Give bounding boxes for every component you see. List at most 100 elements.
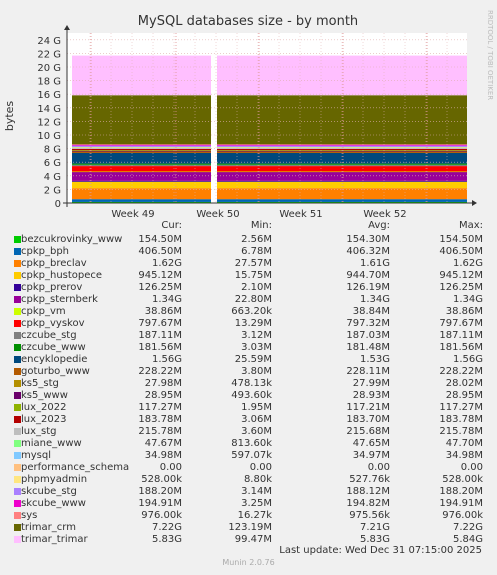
legend-value-max: 945.12M: [439, 270, 483, 281]
legend-value-min: 1.95M: [241, 402, 272, 413]
legend-value-max: 228.22M: [439, 366, 483, 377]
legend-value-cur: 528.00k: [141, 474, 182, 485]
legend-value-max: 7.22G: [452, 522, 483, 533]
legend-value-min: 3.80M: [241, 366, 272, 377]
area-cpkp-sternberk: [72, 171, 467, 181]
legend-value-min: 16.27k: [237, 510, 272, 521]
area-cpkp-vyskov: [72, 166, 467, 172]
legend-value-min: 6.78M: [241, 246, 272, 257]
legend-value-avg: 126.19M: [346, 282, 390, 293]
legend-value-avg: 1.61G: [359, 258, 390, 269]
legend-series-name: cpkp_vyskov: [21, 318, 85, 329]
legend-series-name: miane_www: [21, 438, 82, 449]
legend-value-cur: 34.98M: [144, 450, 182, 461]
legend-value-avg: 183.70M: [346, 414, 390, 425]
legend-series-name: sys: [21, 510, 38, 521]
legend-value-avg: 1.34G: [359, 294, 390, 305]
legend-series-name: lux_2022: [21, 402, 67, 413]
legend-value-cur: 0.00: [159, 462, 182, 473]
legend-swatch: [14, 332, 21, 339]
legend-value-avg: 1.53G: [359, 354, 390, 365]
legend-value-avg: 34.97M: [352, 450, 390, 461]
area-trimar-trimar: [72, 55, 467, 96]
legend-series-name: bezcukrovinky_www: [21, 234, 123, 245]
rrdtool-watermark: RRDTOOL / TOBI OETIKER: [486, 10, 494, 100]
legend-value-min: 8.80k: [243, 474, 272, 485]
legend-value-max: 183.78M: [439, 414, 483, 425]
chart-title: MySQL databases size - by month: [138, 14, 358, 29]
legend-swatch: [14, 260, 21, 267]
legend-swatch: [14, 296, 21, 303]
legend-value-min: 27.57M: [234, 258, 272, 269]
legend-value-min: 663.20k: [231, 306, 272, 317]
legend-value-cur: 181.56M: [138, 342, 182, 353]
legend-value-min: 3.60M: [241, 426, 272, 437]
legend-value-max: 194.91M: [439, 498, 483, 509]
y-tick-label: 4 G: [44, 172, 61, 183]
legend-swatch: [14, 416, 21, 423]
legend-value-min: 3.12M: [241, 330, 272, 341]
legend-value-cur: 117.27M: [138, 402, 182, 413]
y-axis-arrow: [64, 25, 70, 30]
legend-value-avg: 38.84M: [352, 306, 390, 317]
x-axis-arrow: [472, 200, 477, 206]
legend-swatch: [14, 524, 21, 531]
legend-row: lux_stg 215.78M 3.60M 215.68M 215.78M: [0, 426, 497, 438]
y-tick-label: 8 G: [44, 145, 61, 156]
area-bezcukrovinky-www: [72, 201, 467, 203]
legend-value-cur: 154.50M: [138, 234, 182, 245]
legend-row: phpmyadmin 528.00k 8.80k 527.76k 528.00k: [0, 474, 497, 486]
legend-series-name: encyklopedie: [21, 354, 88, 365]
area-czcube-www: [72, 163, 467, 165]
legend-row: cpkp_sternberk 1.34G 22.80M 1.34G 1.34G: [0, 294, 497, 306]
legend-value-max: 126.25M: [439, 282, 483, 293]
legend-swatch: [14, 452, 21, 459]
legend-series-name: cpkp_prerov: [21, 282, 83, 293]
legend-row: cpkp_prerov 126.25M 2.10M 126.19M 126.25M: [0, 282, 497, 294]
legend-value-cur: 27.98M: [144, 378, 182, 389]
y-tick-label: 24 G: [37, 36, 61, 47]
legend-value-avg: 7.21G: [359, 522, 390, 533]
legend-series-name: cpkp_vm: [21, 306, 66, 317]
legend-row: czcube_stg 187.11M 3.12M 187.03M 187.11M: [0, 330, 497, 342]
legend-value-max: 0.00: [460, 462, 483, 473]
area-cpkp-vm: [72, 171, 467, 173]
area-lux-stg: [72, 147, 467, 149]
y-tick-label: 6 G: [44, 158, 61, 169]
legend-series-name: cpkp_bph: [21, 246, 70, 257]
legend-value-max: 976.00k: [442, 510, 483, 521]
legend-swatch: [14, 488, 21, 495]
legend-swatch: [14, 404, 21, 411]
area-lux-2023: [72, 148, 467, 151]
legend-series-name: cpkp_hustopece: [21, 270, 103, 281]
legend-value-min: 3.14M: [241, 486, 272, 497]
legend-value-cur: 976.00k: [141, 510, 182, 521]
legend-value-avg: 27.99M: [352, 378, 390, 389]
legend-value-cur: 7.22G: [151, 522, 182, 533]
legend-row: performance_schema 0.00 0.00 0.00 0.00: [0, 462, 497, 474]
legend-series-name: czcube_stg: [21, 330, 77, 341]
legend-row: sys 976.00k 16.27k 975.56k 976.00k: [0, 510, 497, 522]
legend-swatch: [14, 344, 21, 351]
area-trimar-crm: [72, 95, 467, 145]
legend-value-max: 28.95M: [445, 390, 483, 401]
legend-swatch: [14, 380, 21, 387]
legend-row: cpkp_hustopece 945.12M 15.75M 944.70M 945.12…: [0, 270, 497, 282]
legend-value-max: 1.34G: [452, 294, 483, 305]
legend-series-name: cpkp_sternberk: [21, 294, 98, 305]
legend-row: cpkp_vm 38.86M 663.20k 38.84M 38.86M: [0, 306, 497, 318]
legend-value-avg: 187.03M: [346, 330, 390, 341]
legend-value-cur: 188.20M: [138, 486, 182, 497]
legend-swatch: [14, 236, 21, 243]
legend-value-min: 2.56M: [241, 234, 272, 245]
legend-value-avg: 194.82M: [346, 498, 390, 509]
legend-value-avg: 406.32M: [346, 246, 390, 257]
legend-value-avg: 228.11M: [346, 366, 390, 377]
legend-value-max: 1.56G: [452, 354, 483, 365]
legend-swatch: [14, 464, 21, 471]
y-tick-label: 18 G: [37, 77, 61, 88]
legend-swatch: [14, 308, 21, 315]
legend-value-cur: 1.34G: [151, 294, 182, 305]
legend-value-min: 15.75M: [234, 270, 272, 281]
legend-value-max: 47.70M: [445, 438, 483, 449]
